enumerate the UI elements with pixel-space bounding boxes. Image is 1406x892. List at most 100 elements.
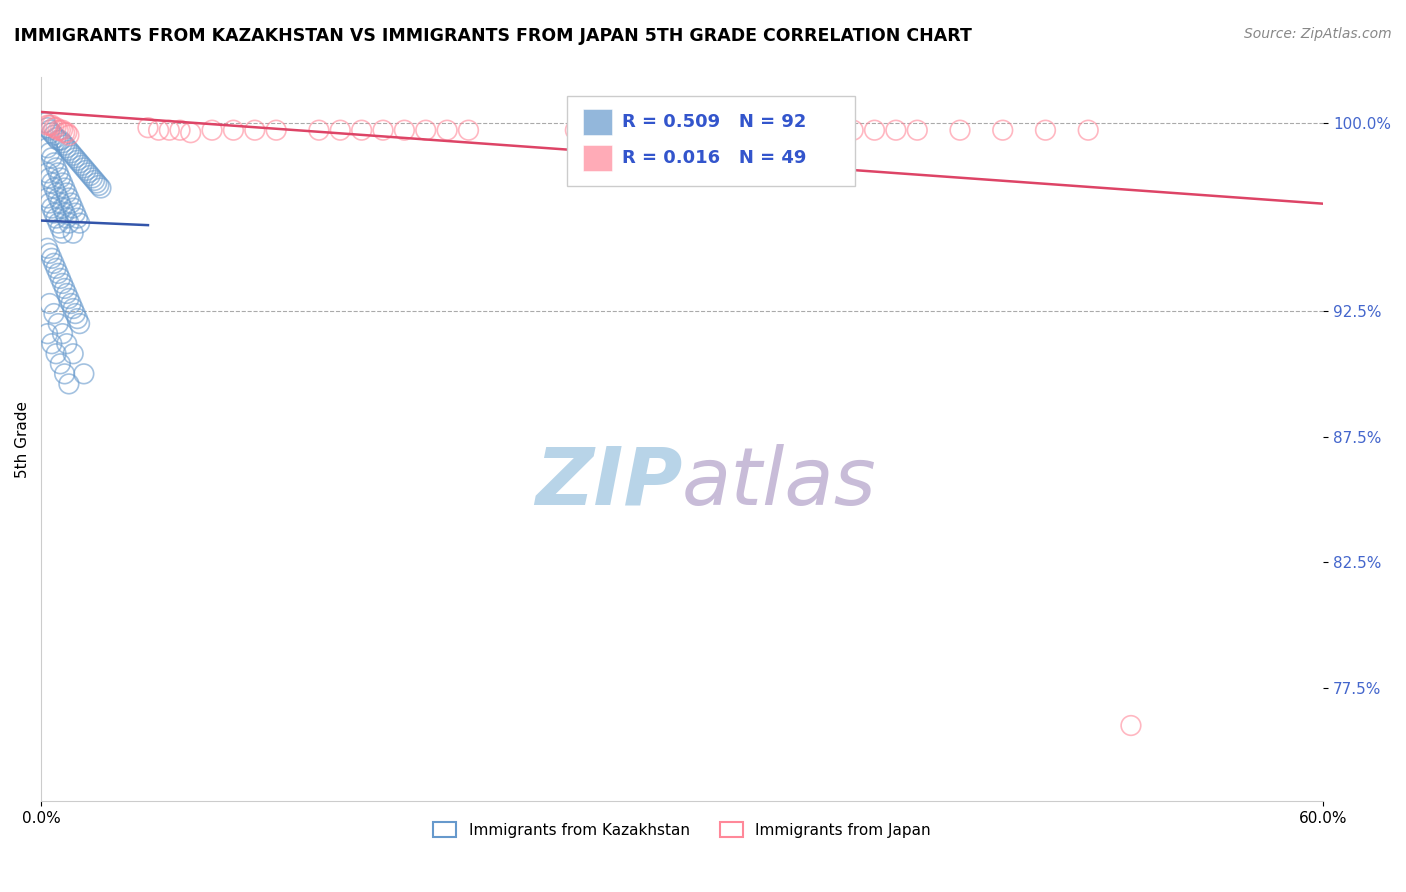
- Point: [65, 206, 87, 220]
- Point: [41, 252, 63, 266]
- Point: [38, 145, 60, 160]
- Point: [41, 118, 63, 132]
- Point: [45, 161, 67, 175]
- Point: [756, 123, 779, 137]
- Point: [53, 138, 76, 153]
- Point: [82, 170, 104, 185]
- Point: [51, 176, 73, 190]
- Point: [671, 123, 693, 137]
- Point: [55, 186, 77, 200]
- Point: [38, 196, 60, 211]
- Point: [66, 311, 89, 326]
- Point: [42, 128, 65, 143]
- Point: [60, 196, 83, 211]
- Point: [69, 317, 91, 331]
- Point: [692, 123, 714, 137]
- Point: [650, 123, 672, 137]
- Point: [42, 206, 65, 220]
- Point: [83, 173, 105, 187]
- Point: [86, 176, 108, 190]
- Point: [41, 151, 63, 165]
- Legend: Immigrants from Kazakhstan, Immigrants from Japan: Immigrants from Kazakhstan, Immigrants f…: [427, 815, 936, 844]
- FancyBboxPatch shape: [567, 95, 855, 186]
- Point: [42, 307, 65, 321]
- Point: [90, 181, 112, 195]
- Point: [863, 123, 886, 137]
- Point: [905, 123, 928, 137]
- Point: [436, 123, 458, 137]
- Point: [45, 261, 67, 276]
- Point: [607, 123, 630, 137]
- Point: [37, 241, 59, 255]
- Point: [58, 216, 80, 230]
- Point: [585, 123, 607, 137]
- Point: [714, 123, 737, 137]
- Point: [201, 123, 224, 137]
- Point: [53, 206, 76, 220]
- Point: [46, 317, 69, 331]
- Text: Source: ZipAtlas.com: Source: ZipAtlas.com: [1244, 27, 1392, 41]
- Point: [46, 123, 69, 137]
- Point: [41, 201, 63, 215]
- Point: [65, 307, 87, 321]
- Point: [842, 123, 865, 137]
- Point: [70, 158, 93, 172]
- Point: [58, 128, 80, 143]
- Point: [457, 123, 479, 137]
- Point: [53, 281, 76, 295]
- Point: [58, 376, 80, 391]
- Point: [46, 191, 69, 205]
- Point: [66, 211, 89, 226]
- Point: [243, 123, 266, 137]
- Point: [37, 166, 59, 180]
- Point: [735, 123, 758, 137]
- Point: [49, 221, 72, 235]
- Point: [799, 123, 821, 137]
- Point: [62, 301, 84, 316]
- Point: [157, 123, 180, 137]
- Point: [58, 292, 80, 306]
- Point: [41, 126, 63, 140]
- Point: [1119, 718, 1142, 732]
- Point: [329, 123, 352, 137]
- Point: [42, 256, 65, 270]
- Y-axis label: 5th Grade: 5th Grade: [15, 401, 30, 477]
- Text: R = 0.016   N = 49: R = 0.016 N = 49: [621, 150, 806, 168]
- Point: [46, 133, 69, 147]
- Point: [884, 123, 907, 137]
- Point: [51, 277, 73, 291]
- Point: [49, 133, 72, 147]
- Point: [60, 145, 83, 160]
- Point: [136, 120, 159, 135]
- Point: [38, 123, 60, 137]
- Point: [53, 367, 76, 381]
- Point: [394, 123, 416, 137]
- Point: [148, 123, 170, 137]
- Point: [51, 136, 73, 150]
- Point: [65, 151, 87, 165]
- Text: IMMIGRANTS FROM KAZAKHSTAN VS IMMIGRANTS FROM JAPAN 5TH GRADE CORRELATION CHART: IMMIGRANTS FROM KAZAKHSTAN VS IMMIGRANTS…: [14, 27, 972, 45]
- Point: [55, 141, 77, 155]
- Text: ZIP: ZIP: [534, 443, 682, 522]
- Point: [51, 201, 73, 215]
- Point: [49, 170, 72, 185]
- Point: [73, 161, 96, 175]
- Point: [55, 211, 77, 226]
- Point: [628, 123, 651, 137]
- Point: [264, 123, 287, 137]
- Point: [53, 126, 76, 140]
- Point: [51, 123, 73, 137]
- Point: [51, 226, 73, 240]
- Point: [991, 123, 1014, 137]
- Point: [1035, 123, 1057, 137]
- Text: R = 0.509   N = 92: R = 0.509 N = 92: [621, 113, 806, 131]
- Point: [69, 216, 91, 230]
- Point: [180, 126, 202, 140]
- Point: [53, 181, 76, 195]
- Point: [69, 156, 91, 170]
- Point: [62, 226, 84, 240]
- Point: [37, 191, 59, 205]
- Point: [62, 148, 84, 162]
- Point: [38, 170, 60, 185]
- Point: [79, 169, 101, 183]
